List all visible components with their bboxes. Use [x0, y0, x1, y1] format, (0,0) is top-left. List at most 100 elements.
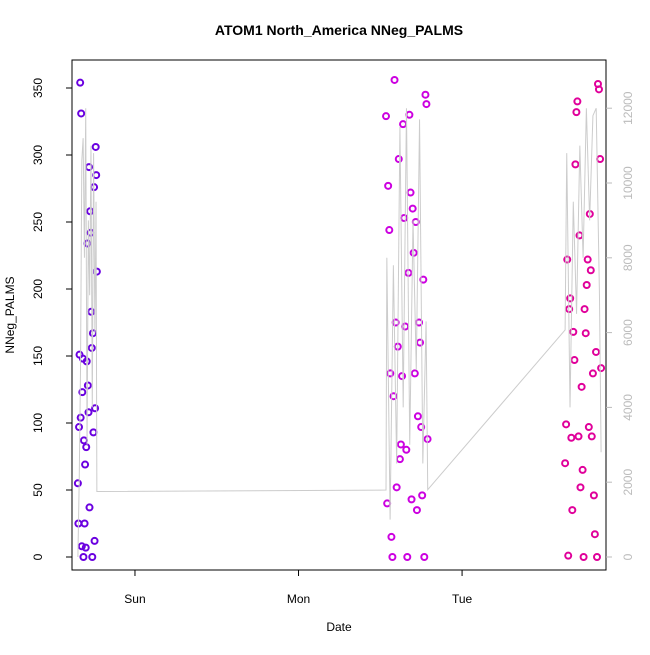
point — [417, 423, 426, 432]
point — [418, 491, 427, 500]
point — [597, 364, 606, 373]
point — [420, 553, 429, 562]
point — [588, 369, 597, 378]
point — [561, 459, 570, 468]
point — [407, 495, 416, 504]
point — [92, 267, 101, 276]
y2-tick-label: 2000 — [621, 469, 635, 496]
point — [574, 432, 583, 441]
chart-title: ATOM1 North_America NNeg_PALMS — [215, 22, 463, 38]
y-tick-label: 300 — [31, 145, 45, 165]
point — [580, 305, 589, 314]
point — [590, 530, 599, 539]
point — [563, 255, 572, 264]
y-tick-label: 0 — [31, 553, 45, 560]
y-tick-label: 150 — [31, 346, 45, 366]
point — [562, 420, 571, 429]
point — [78, 388, 87, 397]
x-axis-label: Date — [326, 620, 352, 634]
point — [572, 108, 581, 117]
point — [91, 404, 100, 413]
y-tick-label: 350 — [31, 78, 45, 98]
point — [402, 445, 411, 454]
x-tick-label: Tue — [452, 592, 473, 606]
point — [81, 460, 90, 469]
point — [84, 408, 93, 417]
point — [408, 204, 417, 213]
point — [568, 506, 577, 515]
point — [85, 503, 94, 512]
point — [578, 465, 587, 474]
point — [583, 255, 592, 264]
point — [382, 112, 391, 121]
point — [77, 542, 86, 551]
x-tick-label: Sun — [124, 592, 145, 606]
point — [387, 532, 396, 541]
point — [88, 553, 97, 562]
point — [592, 347, 601, 356]
point — [76, 78, 85, 87]
point — [419, 275, 428, 284]
point — [394, 155, 403, 164]
point — [390, 75, 399, 84]
y-tick-label: 50 — [31, 483, 45, 497]
point — [392, 483, 401, 492]
point — [570, 356, 579, 365]
point — [76, 413, 85, 422]
point — [586, 266, 595, 275]
point — [422, 100, 431, 109]
point — [413, 412, 422, 421]
plot-frame — [71, 59, 607, 571]
point — [584, 423, 593, 432]
point — [385, 226, 394, 235]
point — [73, 479, 82, 488]
point — [576, 483, 585, 492]
point — [403, 553, 412, 562]
point — [82, 443, 91, 452]
y2-tick-label: 6000 — [621, 319, 635, 346]
y2-tick-label: 4000 — [621, 394, 635, 421]
point — [589, 491, 598, 500]
point — [396, 440, 405, 449]
point — [75, 423, 84, 432]
point — [410, 369, 419, 378]
point — [569, 327, 578, 336]
point — [79, 553, 88, 562]
point — [415, 318, 424, 327]
point — [567, 433, 576, 442]
point — [386, 369, 395, 378]
y-tick-label: 250 — [31, 212, 45, 232]
point — [412, 506, 421, 515]
y2-tick-label: 0 — [621, 553, 635, 560]
y-tick-label: 200 — [31, 279, 45, 299]
point — [77, 109, 86, 118]
point — [581, 329, 590, 338]
point — [398, 372, 407, 381]
point — [564, 551, 573, 560]
point — [579, 553, 588, 562]
point — [80, 519, 89, 528]
point — [582, 280, 591, 289]
point — [90, 536, 99, 545]
point — [594, 85, 603, 94]
y2-tick-label: 8000 — [621, 244, 635, 271]
point — [577, 382, 586, 391]
y2-tick-label: 12000 — [621, 91, 635, 125]
point — [421, 90, 430, 99]
point — [384, 181, 393, 190]
y-tick-label: 100 — [31, 413, 45, 433]
point — [587, 432, 596, 441]
point — [81, 543, 90, 552]
y-axis-label: NNeg_PALMS — [3, 276, 17, 353]
point — [389, 392, 398, 401]
point — [571, 160, 580, 169]
point — [593, 553, 602, 562]
line — [77, 108, 602, 557]
y2-tick-label: 10000 — [621, 166, 635, 200]
point — [566, 294, 575, 303]
point — [573, 97, 582, 106]
point — [388, 553, 397, 562]
